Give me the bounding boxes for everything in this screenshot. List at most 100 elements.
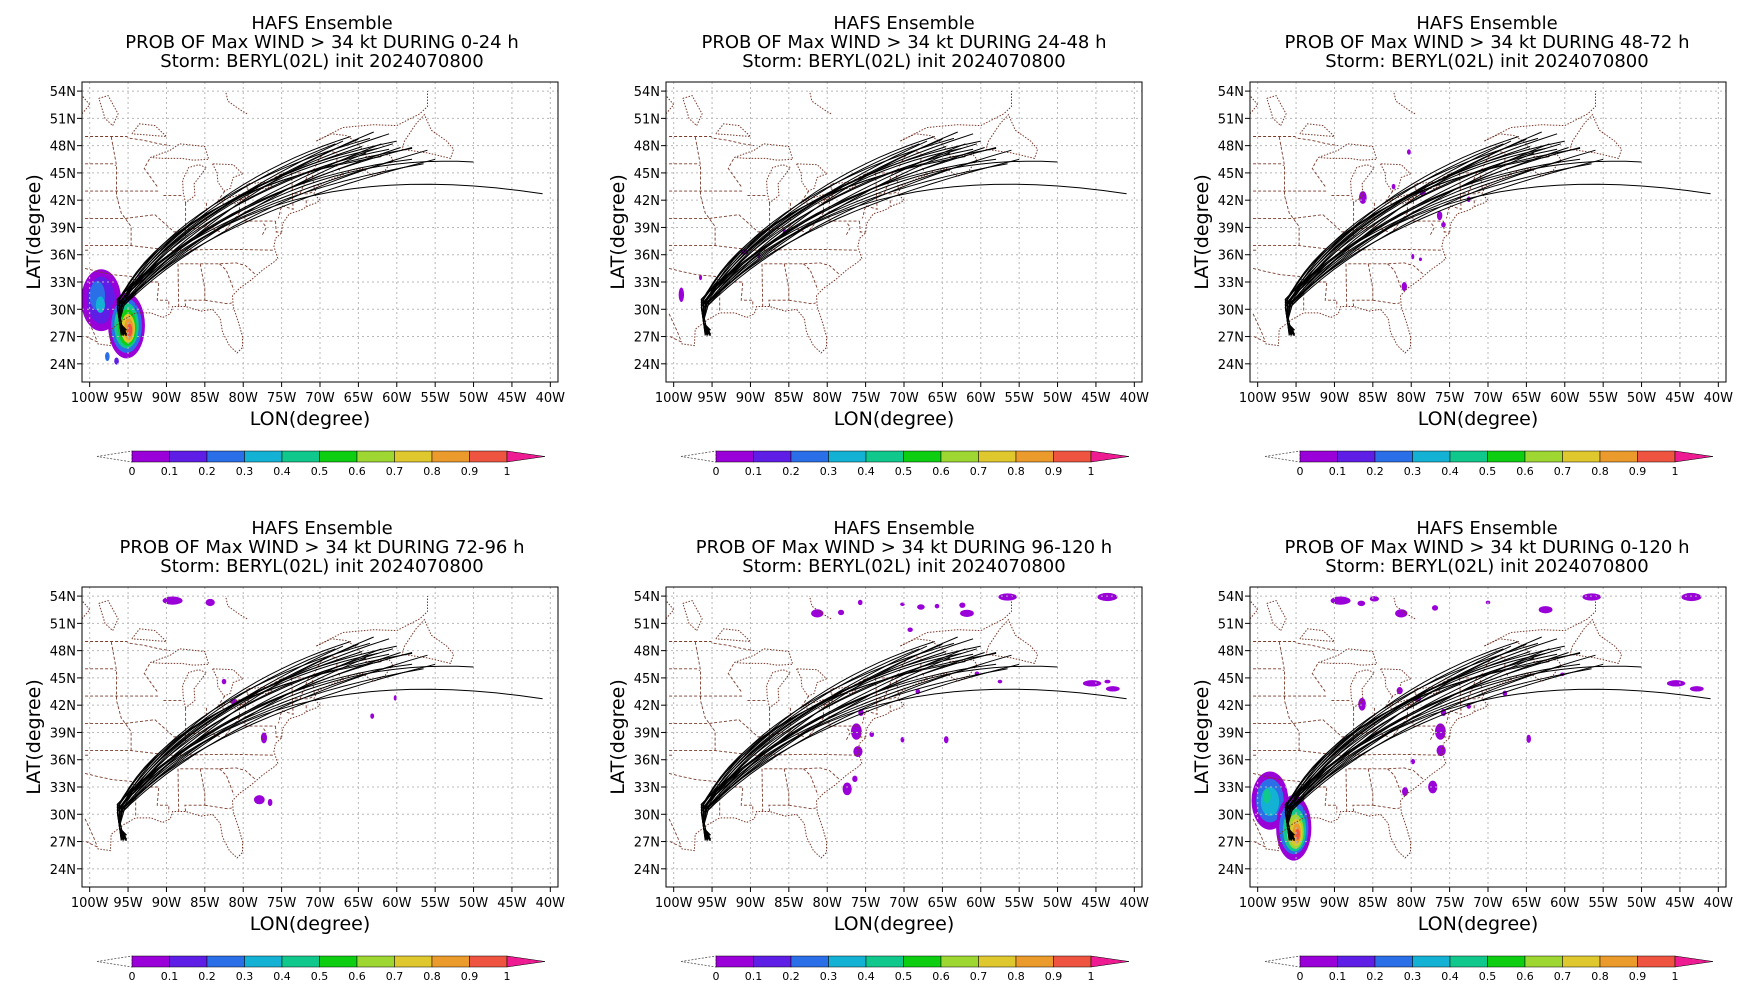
storm-track <box>119 158 413 335</box>
coastline <box>225 90 248 115</box>
storm-track <box>1287 136 1519 335</box>
storm-track <box>703 149 1012 331</box>
colorbar-swatch <box>1337 450 1376 463</box>
coastline <box>1265 133 1562 354</box>
border-line <box>204 804 232 810</box>
coastline <box>1350 164 1376 204</box>
border-line <box>1462 695 1483 700</box>
graticule <box>1250 82 1726 382</box>
graticule <box>1250 587 1726 887</box>
storm-track <box>119 661 382 838</box>
probability-blob <box>852 775 858 782</box>
storm-track <box>1284 160 1562 336</box>
storm-track <box>1287 140 1565 335</box>
lon-tick-label: 90W <box>152 896 182 911</box>
probability-blob <box>1526 734 1531 743</box>
colorbar-label: 0.3 <box>820 465 838 478</box>
coastline <box>212 668 244 697</box>
colorbar-label: 0.3 <box>1404 465 1422 478</box>
colorbar-label: 0.1 <box>745 970 763 983</box>
storm-track <box>119 645 397 840</box>
storm-track <box>116 651 363 836</box>
probability-blob <box>900 737 905 743</box>
storm-track <box>119 140 397 335</box>
lon-tick-label: 90W <box>736 896 766 911</box>
probability-blob <box>393 695 397 701</box>
border-line <box>131 782 170 813</box>
lat-tick-label: 24N <box>50 863 76 878</box>
storm-track <box>1287 645 1512 841</box>
border-line <box>853 150 928 181</box>
border-line <box>1437 655 1512 686</box>
lat-tick-label: 45N <box>50 167 76 182</box>
border-line <box>862 172 878 219</box>
colorbar-swatch <box>1599 955 1638 968</box>
lon-tick-label: 40W <box>1120 896 1150 911</box>
colorbar-swatch <box>319 450 358 463</box>
panel-title-line1: HAFS Ensemble <box>251 518 392 539</box>
probability-blob <box>1396 687 1403 695</box>
colorbar-label: 0 <box>1297 465 1304 478</box>
colorbar-swatch <box>1449 955 1488 968</box>
colorbar-label: 0.7 <box>386 970 404 983</box>
border-line <box>1253 163 1285 166</box>
border-line <box>262 221 267 235</box>
lat-tick-label: 54N <box>50 85 76 100</box>
colorbar-swatch <box>1524 955 1563 968</box>
colorbar-swatch <box>1487 450 1526 463</box>
storm-track <box>1284 665 1562 841</box>
storm-track <box>1287 645 1565 840</box>
lat-tick-label: 24N <box>634 863 660 878</box>
border-line <box>85 336 98 343</box>
storm-track <box>119 663 436 841</box>
lon-tick-label: 40W <box>536 896 566 911</box>
storm-track <box>119 641 351 840</box>
border-line <box>1387 768 1403 796</box>
colorbar-label: 0.7 <box>1554 970 1572 983</box>
lat-tick-label: 36N <box>1218 249 1244 264</box>
coastline <box>401 618 455 664</box>
lon-tick-label: 60W <box>1550 391 1580 406</box>
storm-track <box>116 163 424 332</box>
storm-track <box>703 645 928 841</box>
lat-tick-label: 27N <box>1218 331 1244 346</box>
storm-track <box>703 645 981 840</box>
colorbar-label: 0.9 <box>461 465 479 478</box>
lat-tick-label: 33N <box>1218 276 1244 291</box>
border-line <box>1446 677 1462 724</box>
probability-field <box>162 596 397 807</box>
probability-blob <box>1689 686 1704 692</box>
lon-tick-label: 75W <box>1435 896 1465 911</box>
colorbar-swatch <box>1053 955 1092 968</box>
probability-blob <box>1441 222 1446 228</box>
colorbar-swatch <box>1412 450 1451 463</box>
colorbar-swatch <box>206 955 245 968</box>
colorbar-swatch <box>865 450 904 463</box>
coastline <box>1380 668 1412 697</box>
coastline <box>150 143 210 161</box>
storm-track <box>1287 158 1581 335</box>
lat-tick-label: 39N <box>634 726 660 741</box>
colorbar-label: 0.2 <box>1366 970 1384 983</box>
storm-track <box>1284 163 1592 332</box>
colorbar-label: 0.2 <box>1366 465 1384 478</box>
political-borders <box>668 136 928 343</box>
colorbar-label: 0.7 <box>386 465 404 478</box>
border-line <box>788 299 816 305</box>
map-panel-2: 100W 95W 90W 85W 80W 75W 70W 65W 60W 55W 50W 45W 40W… <box>607 13 1149 478</box>
colorbar-swatch <box>1449 450 1488 463</box>
probability-blob <box>95 296 106 313</box>
storm-track <box>1287 653 1558 840</box>
border-line <box>668 267 716 277</box>
colorbar-swatch <box>244 450 283 463</box>
storm-track <box>1287 638 1558 837</box>
colorbar-label: 0.7 <box>1554 465 1572 478</box>
probability-blob <box>1263 788 1271 804</box>
border-line <box>85 841 98 848</box>
colorbar-swatch <box>131 955 170 968</box>
lon-tick-label: 55W <box>1004 391 1034 406</box>
border-line <box>668 818 682 848</box>
panel-title-line1: HAFS Ensemble <box>1416 13 1557 34</box>
colorbar: 0 0.1 0.2 0.3 0.4 0.5 0.6 0.7 0.8 0.9 1 <box>1264 955 1714 983</box>
border-line <box>1352 768 1374 812</box>
